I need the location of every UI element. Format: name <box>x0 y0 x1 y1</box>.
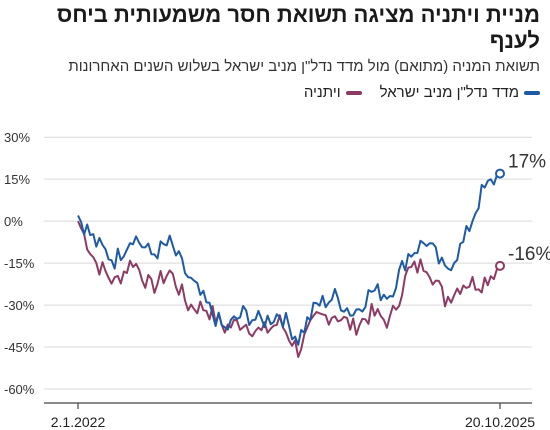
y-tick-label: -15% <box>4 256 35 271</box>
series-line-1 <box>77 220 501 358</box>
legend: מדד נדל"ן מניב ישראל ויתניה <box>304 84 540 101</box>
series-end-label-0: 17% <box>508 152 546 173</box>
y-tick-label: 30% <box>4 130 30 145</box>
y-tick-label: 0% <box>4 214 23 229</box>
legend-item-index: מדד נדל"ן מניב ישראל <box>380 84 540 101</box>
x-tick-label: 20.10.2025 <box>465 414 535 430</box>
legend-item-stock: ויתניה <box>304 84 362 101</box>
y-tick-label: 15% <box>4 172 30 187</box>
legend-swatch-index <box>524 90 540 95</box>
y-tick-label: -30% <box>4 298 35 313</box>
series-line-0 <box>77 172 501 346</box>
legend-label-stock: ויתניה <box>303 84 341 101</box>
legend-swatch-stock <box>345 90 362 95</box>
x-tick-label: 2.1.2022 <box>51 414 106 430</box>
series-end-marker-1 <box>495 260 505 271</box>
series-end-label-1: -16% <box>508 244 550 265</box>
y-tick-label: -45% <box>4 340 35 355</box>
y-tick-label: -60% <box>4 382 35 397</box>
series-end-marker-0 <box>495 168 505 179</box>
legend-label-index: מדד נדל"ן מניב ישראל <box>379 84 519 101</box>
chart-title: מניית ויתניה מציגה תשואת חסר משמעותית בי… <box>56 2 540 53</box>
line-chart: 30% 15% 0% -15% -30% -45% -60% 2.1.2022 20.10.20… <box>4 130 550 430</box>
chart-subtitle: תשואת המניה (מתואם) מול מדד נדל"ן מניב י… <box>68 58 540 75</box>
